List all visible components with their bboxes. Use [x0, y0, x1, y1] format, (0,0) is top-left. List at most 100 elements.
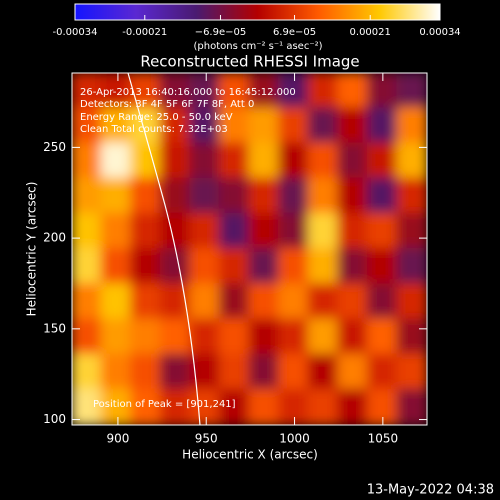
- annotation: Energy Range: 25.0 - 50.0 keV: [80, 112, 233, 123]
- heat-cell: [278, 318, 310, 356]
- heat-cell: [337, 353, 369, 391]
- heat-cell: [337, 73, 369, 110]
- colorbar-tick-label: −6.9e−05: [195, 27, 247, 38]
- y-tick-label: 200: [43, 231, 66, 245]
- heat-cell: [130, 73, 162, 110]
- colorbar-label: (photons cm⁻² s⁻¹ asec⁻²): [193, 41, 322, 52]
- heat-cell: [72, 318, 103, 356]
- heat-cell: [278, 107, 310, 145]
- heat-cell: [248, 73, 281, 110]
- heat-cell: [396, 177, 427, 215]
- heat-cell: [248, 248, 281, 286]
- heat-cell: [396, 248, 427, 286]
- heat-cell: [130, 388, 162, 425]
- x-tick-label: 900: [106, 432, 129, 446]
- heat-cell: [366, 318, 399, 356]
- annotation: Detectors: 3F 4F 5F 6F 7F 8F, Att 0: [80, 99, 254, 110]
- heat-cell: [100, 142, 133, 180]
- annotation: Clean Total counts: 7.32E+03: [80, 124, 228, 135]
- heat-cell: [307, 212, 340, 250]
- y-axis-label: Heliocentric Y (arcsec): [25, 182, 39, 317]
- heat-cell: [396, 142, 427, 180]
- heat-cell: [366, 142, 399, 180]
- heat-cell: [100, 388, 133, 425]
- heat-cell: [159, 212, 192, 250]
- heat-cell: [366, 107, 399, 145]
- heat-cell: [218, 388, 251, 425]
- heat-cell: [278, 283, 310, 321]
- heat-cell: [337, 248, 369, 286]
- heat-cell: [248, 318, 281, 356]
- heat-cell: [189, 353, 221, 391]
- heat-cell: [130, 318, 162, 356]
- heat-cell: [396, 283, 427, 321]
- heat-cell: [189, 73, 221, 110]
- heat-cell: [72, 73, 103, 110]
- heat-cell: [159, 107, 192, 145]
- x-tick-label: 950: [195, 432, 218, 446]
- heat-cell: [396, 212, 427, 250]
- peak-label: Position of Peak = [901,241]: [93, 399, 236, 410]
- heat-cell: [159, 318, 192, 356]
- heat-cell: [337, 388, 369, 425]
- heat-cell: [218, 142, 251, 180]
- heat-cell: [218, 177, 251, 215]
- heat-cell: [337, 107, 369, 145]
- heat-cell: [366, 177, 399, 215]
- heat-cell: [278, 73, 310, 110]
- heat-cell: [248, 107, 281, 145]
- heat-cell: [307, 353, 340, 391]
- heat-cell: [307, 142, 340, 180]
- heat-cell: [248, 353, 281, 391]
- heat-cell: [189, 107, 221, 145]
- heat-cell: [307, 388, 340, 425]
- heat-cell: [366, 283, 399, 321]
- heat-cell: [278, 142, 310, 180]
- heat-cell: [72, 177, 103, 215]
- annotation: 26-Apr-2013 16:40:16.000 to 16:45:12.000: [80, 87, 296, 98]
- heat-cell: [278, 212, 310, 250]
- heat-cell: [130, 177, 162, 215]
- heat-cell: [130, 283, 162, 321]
- heat-cell: [396, 318, 427, 356]
- heat-cell: [396, 107, 427, 145]
- colorbar: [74, 3, 441, 21]
- heat-cell: [159, 283, 192, 321]
- heat-cell: [159, 142, 192, 180]
- heat-cell: [100, 177, 133, 215]
- heat-cell: [130, 212, 162, 250]
- heatmap: [72, 73, 427, 425]
- heat-cell: [130, 248, 162, 286]
- heat-cell: [278, 248, 310, 286]
- heat-cell: [130, 353, 162, 391]
- heat-cell: [366, 212, 399, 250]
- heat-cell: [218, 73, 251, 110]
- heat-cell: [396, 388, 427, 425]
- heat-cell: [189, 248, 221, 286]
- solar-limb: [127, 73, 201, 425]
- x-axis-label: Heliocentric X (arcsec): [182, 448, 318, 462]
- heat-cell: [72, 142, 103, 180]
- colorbar-tick-label: 6.9e−05: [273, 27, 316, 38]
- heat-cell: [72, 248, 103, 286]
- heat-cell: [248, 212, 281, 250]
- heat-cell: [189, 177, 221, 215]
- heat-cell: [72, 212, 103, 250]
- heat-cell: [189, 212, 221, 250]
- y-tick-label: 100: [43, 412, 66, 426]
- heat-cell: [100, 73, 133, 110]
- colorbar-tick-label: -0.00034: [53, 27, 98, 38]
- heat-cell: [189, 388, 221, 425]
- heat-cell: [159, 388, 192, 425]
- heat-cell: [307, 283, 340, 321]
- heat-cell: [307, 73, 340, 110]
- heat-cell: [72, 107, 103, 145]
- footer-date: 13-May-2022 04:38: [367, 483, 494, 498]
- chart-title: Reconstructed RHESSI Image: [140, 53, 359, 71]
- heat-cell: [189, 283, 221, 321]
- colorbar-tick-label: 0.00034: [419, 27, 460, 38]
- heat-cell: [100, 318, 133, 356]
- heat-cell: [159, 177, 192, 215]
- heat-cell: [248, 283, 281, 321]
- y-tick-label: 250: [43, 140, 66, 154]
